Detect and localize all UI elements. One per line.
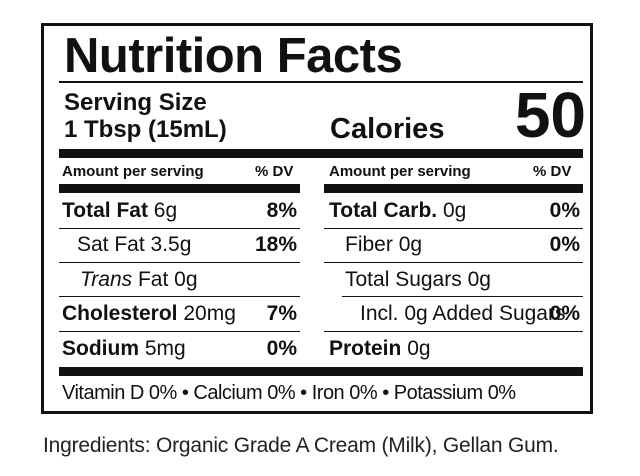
row-divider: [324, 331, 583, 332]
sat-fat-name: Sat Fat: [77, 233, 145, 256]
ingredients-text: Ingredients: Organic Grade A Cream (Milk…: [43, 434, 559, 457]
sodium-dv: 0%: [266, 337, 297, 360]
total-sugars-name: Total Sugars: [345, 268, 462, 291]
cholesterol-amount: 20mg: [183, 302, 236, 325]
serving-size-value: 1 Tbsp (15mL): [64, 116, 227, 143]
row-divider: [342, 296, 583, 297]
total-carb-dv: 0%: [549, 199, 580, 222]
total-fat-amount: 6g: [153, 199, 178, 222]
trans-fat-italic: Trans: [80, 268, 133, 291]
total-carb-amount: 0g: [442, 199, 467, 222]
vitamins-line: Vitamin D 0% • Calcium 0% • Iron 0% • Po…: [62, 382, 516, 404]
calories-value: 50: [514, 79, 586, 151]
left-header-rule: [59, 184, 300, 193]
protein-amount: 0g: [407, 337, 431, 360]
calories-rule: [59, 149, 583, 158]
right-amount-header: Amount per serving: [329, 163, 471, 180]
trans-fat-amount: 0g: [174, 268, 198, 291]
nutrition-panel: [41, 23, 593, 414]
cholesterol-name: Cholesterol: [62, 302, 178, 325]
fiber-name: Fiber: [345, 233, 393, 256]
row-divider: [59, 331, 300, 332]
sodium-amount: 5mg: [144, 337, 186, 360]
title-rule: [59, 81, 583, 83]
trans-fat-row: Trans Fat 0g: [80, 268, 198, 292]
serving-size-label: Serving Size: [64, 89, 207, 116]
row-divider: [324, 262, 583, 263]
sat-fat-row: Sat Fat 3.5g: [77, 233, 191, 257]
sat-fat-dv: 18%: [254, 233, 297, 256]
right-header-rule: [324, 184, 583, 193]
protein-row: Protein 0g: [329, 337, 431, 361]
row-divider: [59, 296, 300, 297]
added-sugars-dv: 0%: [549, 302, 580, 325]
left-dv-header: % DV: [255, 163, 294, 180]
sodium-name: Sodium: [62, 337, 139, 360]
sodium-row: Sodium 5mg: [62, 337, 186, 361]
row-divider: [59, 262, 300, 263]
fiber-amount: 0g: [398, 233, 423, 256]
total-fat-row: Total Fat 6g: [62, 199, 177, 223]
cholesterol-dv: 7%: [266, 302, 297, 325]
total-fat-name: Total Fat: [62, 199, 148, 222]
trans-fat-name: Fat: [137, 268, 169, 291]
vitamins-rule: [59, 367, 583, 376]
total-carb-row: Total Carb. 0g: [329, 199, 466, 223]
row-divider: [324, 228, 583, 229]
row-divider: [59, 228, 300, 229]
right-dv-header: % DV: [533, 163, 572, 180]
sat-fat-amount: 3.5g: [150, 233, 192, 256]
fiber-row: Fiber 0g: [345, 233, 422, 257]
calories-label: Calories: [330, 113, 445, 145]
total-sugars-amount: 0g: [467, 268, 491, 291]
protein-name: Protein: [329, 337, 402, 360]
left-amount-header: Amount per serving: [62, 163, 204, 180]
cholesterol-row: Cholesterol 20mg: [62, 302, 236, 326]
added-sugars-name: Incl. 0g Added Sugars: [360, 302, 566, 325]
panel-title: Nutrition Facts: [64, 29, 403, 83]
fiber-dv: 0%: [549, 233, 580, 256]
total-sugars-row: Total Sugars 0g: [345, 268, 491, 292]
total-fat-dv: 8%: [266, 199, 297, 222]
added-sugars-row: Incl. 0g Added Sugars: [360, 302, 565, 326]
total-carb-name: Total Carb.: [329, 199, 438, 222]
